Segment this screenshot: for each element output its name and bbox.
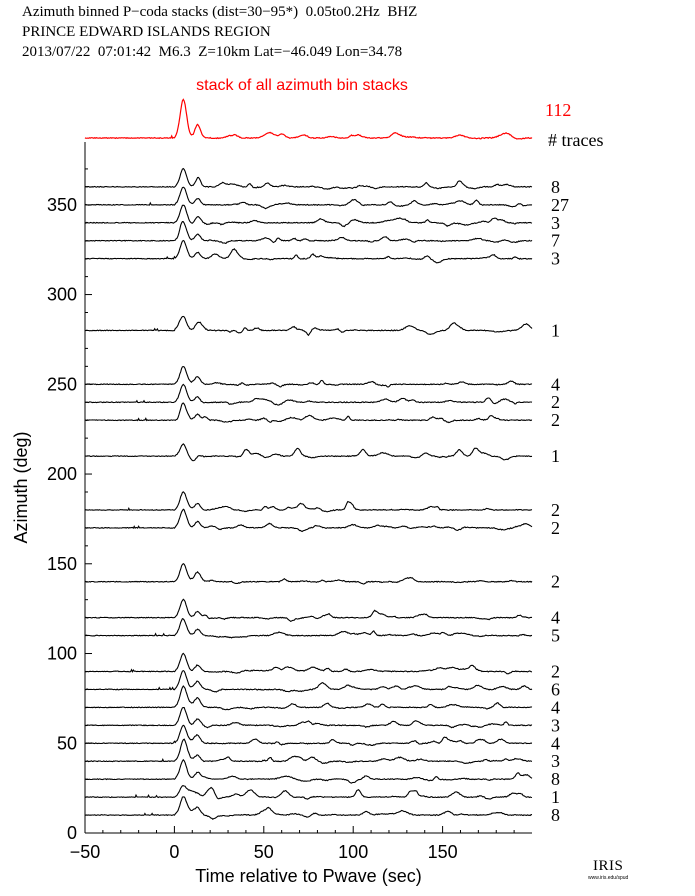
trace-count-240: 2	[551, 392, 560, 412]
traces-header-label: # traces	[548, 130, 603, 150]
trace-azimuth-330	[84, 221, 533, 244]
trace-azimuth-20	[84, 785, 533, 800]
stack-trace	[84, 98, 533, 140]
trace-count-10: 8	[551, 805, 560, 825]
trace-count-60: 3	[551, 715, 560, 735]
trace-count-180: 2	[551, 500, 560, 520]
trace-azimuth-110	[84, 618, 533, 639]
trace-count-280: 1	[551, 320, 560, 340]
trace-count-50: 4	[551, 733, 560, 753]
trace-count-210: 1	[551, 446, 560, 466]
chart-header-line-3: 2013/07/22 07:01:42 M6.3 Z=10km Lat=−46.…	[22, 44, 403, 60]
x-tick-label--50: −50	[70, 842, 101, 862]
chart-header-line-1: Azimuth binned P−coda stacks (dist=30−95…	[22, 4, 418, 20]
trace-azimuth-210	[84, 443, 533, 462]
trace-azimuth-250	[84, 366, 533, 388]
trace-azimuth-320	[84, 239, 533, 264]
trace-count-120: 4	[551, 608, 560, 628]
trace-azimuth-120	[84, 598, 533, 623]
trace-azimuth-350	[84, 186, 533, 210]
trace-count-80: 6	[551, 679, 560, 699]
y-tick-label-350: 350	[47, 195, 77, 215]
y-tick-label-250: 250	[47, 374, 77, 394]
trace-azimuth-60	[84, 707, 533, 729]
y-tick-label-300: 300	[47, 285, 77, 305]
trace-count-360: 8	[551, 177, 560, 197]
trace-count-140: 2	[551, 572, 560, 592]
trace-azimuth-180	[84, 491, 533, 513]
x-axis-label: Time relative to Pwave (sec)	[195, 866, 421, 886]
trace-count-250: 4	[551, 374, 560, 394]
x-tick-label-50: 50	[254, 842, 274, 862]
stack-count-label: 112	[545, 100, 571, 120]
trace-count-90: 2	[551, 661, 560, 681]
trace-azimuth-40	[84, 738, 533, 765]
trace-count-340: 3	[551, 213, 560, 233]
trace-count-230: 2	[551, 410, 560, 430]
x-tick-label-150: 150	[428, 842, 458, 862]
trace-azimuth-170	[84, 508, 533, 533]
trace-azimuth-230	[84, 402, 533, 424]
trace-count-330: 7	[551, 231, 560, 251]
trace-azimuth-240	[84, 383, 533, 406]
y-tick-label-150: 150	[47, 554, 77, 574]
trace-count-110: 5	[551, 626, 560, 646]
x-tick-label-0: 0	[169, 842, 179, 862]
trace-azimuth-80	[84, 669, 533, 693]
y-tick-label-0: 0	[67, 823, 77, 843]
trace-azimuth-50	[84, 724, 533, 747]
iris-logo: IRIS www.iris.edu/spud	[588, 858, 628, 881]
trace-count-40: 3	[551, 751, 560, 771]
trace-azimuth-360	[85, 167, 533, 190]
iris-logo-text: IRIS	[592, 858, 624, 874]
trace-count-320: 3	[551, 249, 560, 269]
trace-count-170: 2	[551, 518, 560, 538]
y-tick-label-50: 50	[57, 733, 77, 753]
trace-count-20: 1	[551, 787, 560, 807]
trace-azimuth-70	[84, 685, 533, 711]
stack-title: stack of all azimuth bin stacks	[196, 77, 408, 94]
trace-count-350: 27	[551, 195, 569, 215]
y-axis-label: Azimuth (deg)	[11, 431, 31, 543]
trace-azimuth-90	[84, 652, 533, 675]
trace-azimuth-280	[84, 315, 533, 337]
y-tick-label-200: 200	[47, 464, 77, 484]
y-tick-label-100: 100	[47, 644, 77, 664]
chart-header-line-2: PRINCE EDWARD ISLANDS REGION	[22, 24, 271, 40]
trace-azimuth-140	[84, 563, 533, 585]
trace-azimuth-10	[84, 796, 533, 821]
trace-count-30: 8	[551, 769, 560, 789]
x-tick-label-100: 100	[338, 842, 368, 862]
trace-azimuth-340	[84, 204, 533, 228]
trace-azimuth-30	[84, 758, 533, 784]
trace-count-70: 4	[551, 697, 560, 717]
iris-logo-url: www.iris.edu/spud	[588, 875, 629, 881]
